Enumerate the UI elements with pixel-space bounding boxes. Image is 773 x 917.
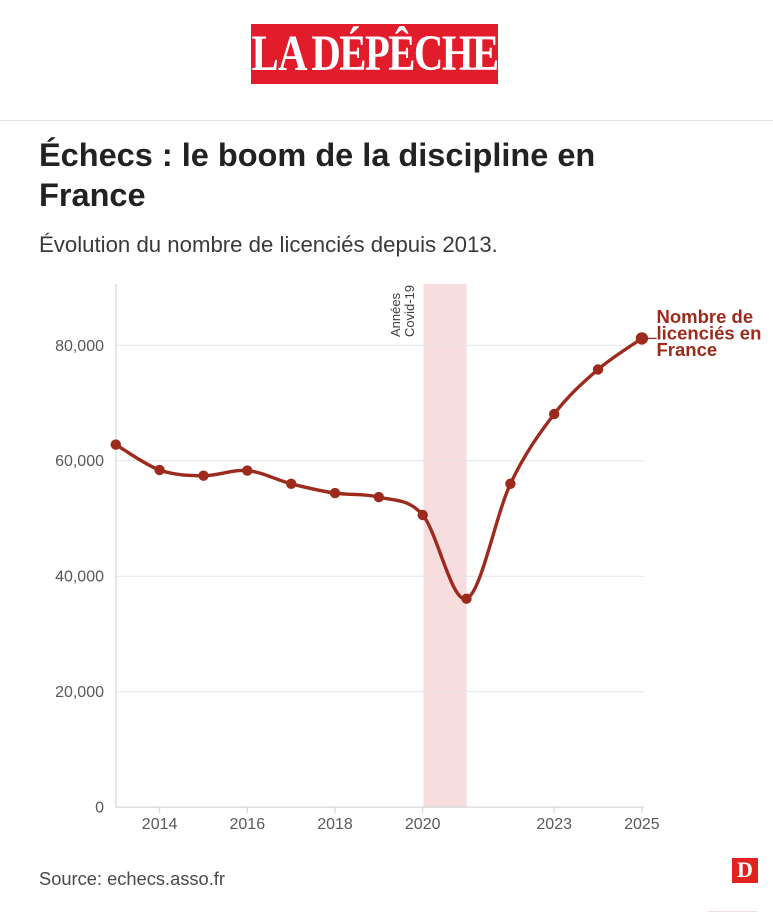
svg-text:2014: 2014 <box>142 816 178 833</box>
svg-text:2025: 2025 <box>624 816 660 833</box>
svg-text:60,000: 60,000 <box>55 453 104 470</box>
svg-text:2023: 2023 <box>536 816 572 833</box>
svg-text:France: France <box>657 339 718 360</box>
svg-text:2016: 2016 <box>230 816 266 833</box>
svg-text:Covid-19: Covid-19 <box>402 285 417 337</box>
svg-text:0: 0 <box>95 800 104 817</box>
svg-text:2020: 2020 <box>405 816 441 833</box>
svg-text:20,000: 20,000 <box>55 684 104 701</box>
svg-text:Années: Années <box>388 292 403 337</box>
svg-text:40,000: 40,000 <box>55 569 104 586</box>
svg-text:80,000: 80,000 <box>55 338 104 355</box>
svg-text:2018: 2018 <box>317 816 353 833</box>
